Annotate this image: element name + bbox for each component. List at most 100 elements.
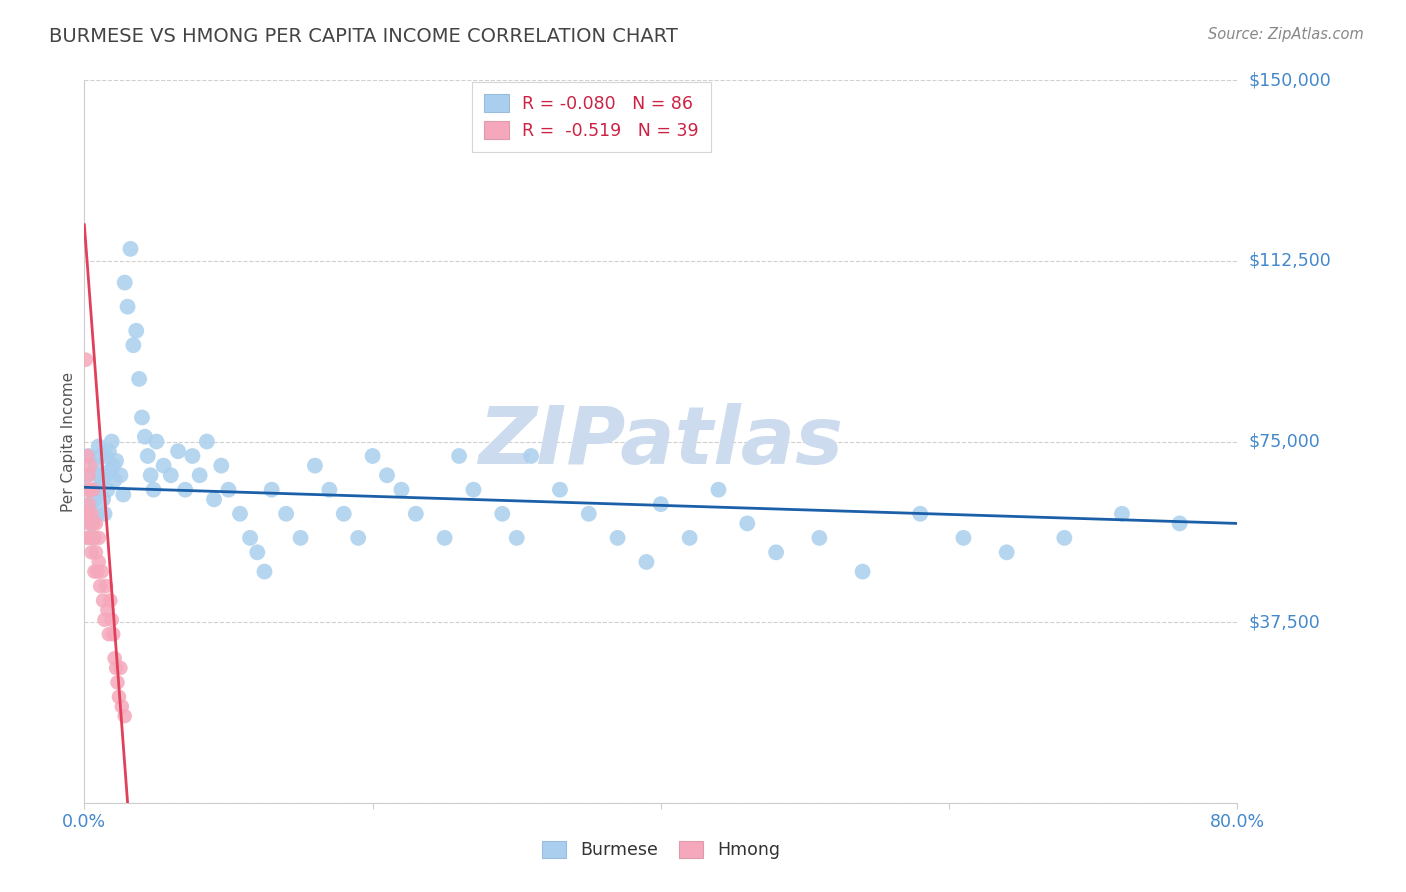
Point bbox=[276, 507, 298, 521]
Text: $75,000: $75,000 bbox=[1249, 433, 1320, 450]
Point bbox=[120, 242, 142, 256]
Point bbox=[125, 324, 148, 338]
Point bbox=[433, 531, 456, 545]
Point bbox=[112, 487, 135, 501]
Point bbox=[83, 565, 105, 579]
Point bbox=[76, 531, 98, 545]
Point bbox=[181, 449, 204, 463]
Point bbox=[100, 434, 122, 449]
Point bbox=[76, 449, 98, 463]
Point bbox=[77, 497, 100, 511]
Point bbox=[1111, 507, 1133, 521]
Point bbox=[90, 473, 112, 487]
Point bbox=[91, 593, 114, 607]
Point bbox=[84, 516, 107, 531]
Point bbox=[86, 507, 108, 521]
Point bbox=[134, 430, 156, 444]
Point bbox=[391, 483, 413, 497]
Point bbox=[86, 565, 108, 579]
Point bbox=[650, 497, 672, 511]
Point bbox=[679, 531, 702, 545]
Point bbox=[290, 531, 312, 545]
Point bbox=[174, 483, 197, 497]
Point bbox=[82, 531, 104, 545]
Point bbox=[107, 675, 129, 690]
Y-axis label: Per Capita Income: Per Capita Income bbox=[60, 371, 76, 512]
Point bbox=[139, 468, 162, 483]
Point bbox=[98, 593, 121, 607]
Point bbox=[98, 463, 121, 477]
Point bbox=[160, 468, 183, 483]
Point bbox=[246, 545, 269, 559]
Point bbox=[103, 458, 124, 473]
Point bbox=[239, 531, 262, 545]
Point bbox=[449, 449, 471, 463]
Point bbox=[405, 507, 427, 521]
Point bbox=[117, 300, 139, 314]
Point bbox=[87, 468, 110, 483]
Point bbox=[1053, 531, 1076, 545]
Point bbox=[142, 483, 165, 497]
Point bbox=[77, 516, 100, 531]
Point bbox=[83, 531, 105, 545]
Point bbox=[84, 483, 107, 497]
Point bbox=[89, 579, 111, 593]
Point bbox=[83, 492, 105, 507]
Point bbox=[97, 627, 120, 641]
Point bbox=[79, 483, 101, 497]
Point bbox=[94, 468, 117, 483]
Point bbox=[463, 483, 485, 497]
Point bbox=[952, 531, 974, 545]
Point bbox=[80, 507, 103, 521]
Point bbox=[737, 516, 759, 531]
Point bbox=[145, 434, 167, 449]
Text: BURMESE VS HMONG PER CAPITA INCOME CORRELATION CHART: BURMESE VS HMONG PER CAPITA INCOME CORRE… bbox=[49, 27, 678, 45]
Point bbox=[84, 458, 107, 473]
Point bbox=[87, 439, 110, 453]
Point bbox=[229, 507, 252, 521]
Text: ZIPatlas: ZIPatlas bbox=[478, 402, 844, 481]
Point bbox=[77, 468, 100, 483]
Point bbox=[93, 507, 115, 521]
Point bbox=[114, 709, 136, 723]
Point bbox=[76, 507, 98, 521]
Point bbox=[253, 565, 276, 579]
Point bbox=[97, 444, 120, 458]
Point bbox=[84, 545, 107, 559]
Point bbox=[105, 454, 128, 468]
Point bbox=[105, 661, 128, 675]
Point bbox=[110, 661, 132, 675]
Point bbox=[333, 507, 356, 521]
Point bbox=[82, 483, 104, 497]
Point bbox=[318, 483, 340, 497]
Point bbox=[79, 531, 101, 545]
Point bbox=[91, 492, 114, 507]
Point bbox=[506, 531, 529, 545]
Point bbox=[491, 507, 513, 521]
Point bbox=[108, 690, 131, 704]
Point bbox=[77, 449, 100, 463]
Point bbox=[104, 473, 127, 487]
Point bbox=[82, 516, 104, 531]
Point bbox=[852, 565, 875, 579]
Point bbox=[520, 449, 543, 463]
Point bbox=[131, 410, 153, 425]
Point bbox=[75, 352, 97, 367]
Point bbox=[765, 545, 787, 559]
Point bbox=[910, 507, 932, 521]
Point bbox=[636, 555, 658, 569]
Point bbox=[548, 483, 571, 497]
Point bbox=[375, 468, 398, 483]
Point bbox=[128, 372, 150, 386]
Point bbox=[209, 458, 232, 473]
Point bbox=[89, 449, 111, 463]
Point bbox=[75, 483, 97, 497]
Text: Source: ZipAtlas.com: Source: ZipAtlas.com bbox=[1208, 27, 1364, 42]
Point bbox=[347, 531, 370, 545]
Point bbox=[304, 458, 326, 473]
Point bbox=[79, 497, 101, 511]
Point bbox=[90, 565, 112, 579]
Legend: Burmese, Hmong: Burmese, Hmong bbox=[534, 834, 787, 866]
Point bbox=[122, 338, 145, 352]
Point bbox=[114, 276, 136, 290]
